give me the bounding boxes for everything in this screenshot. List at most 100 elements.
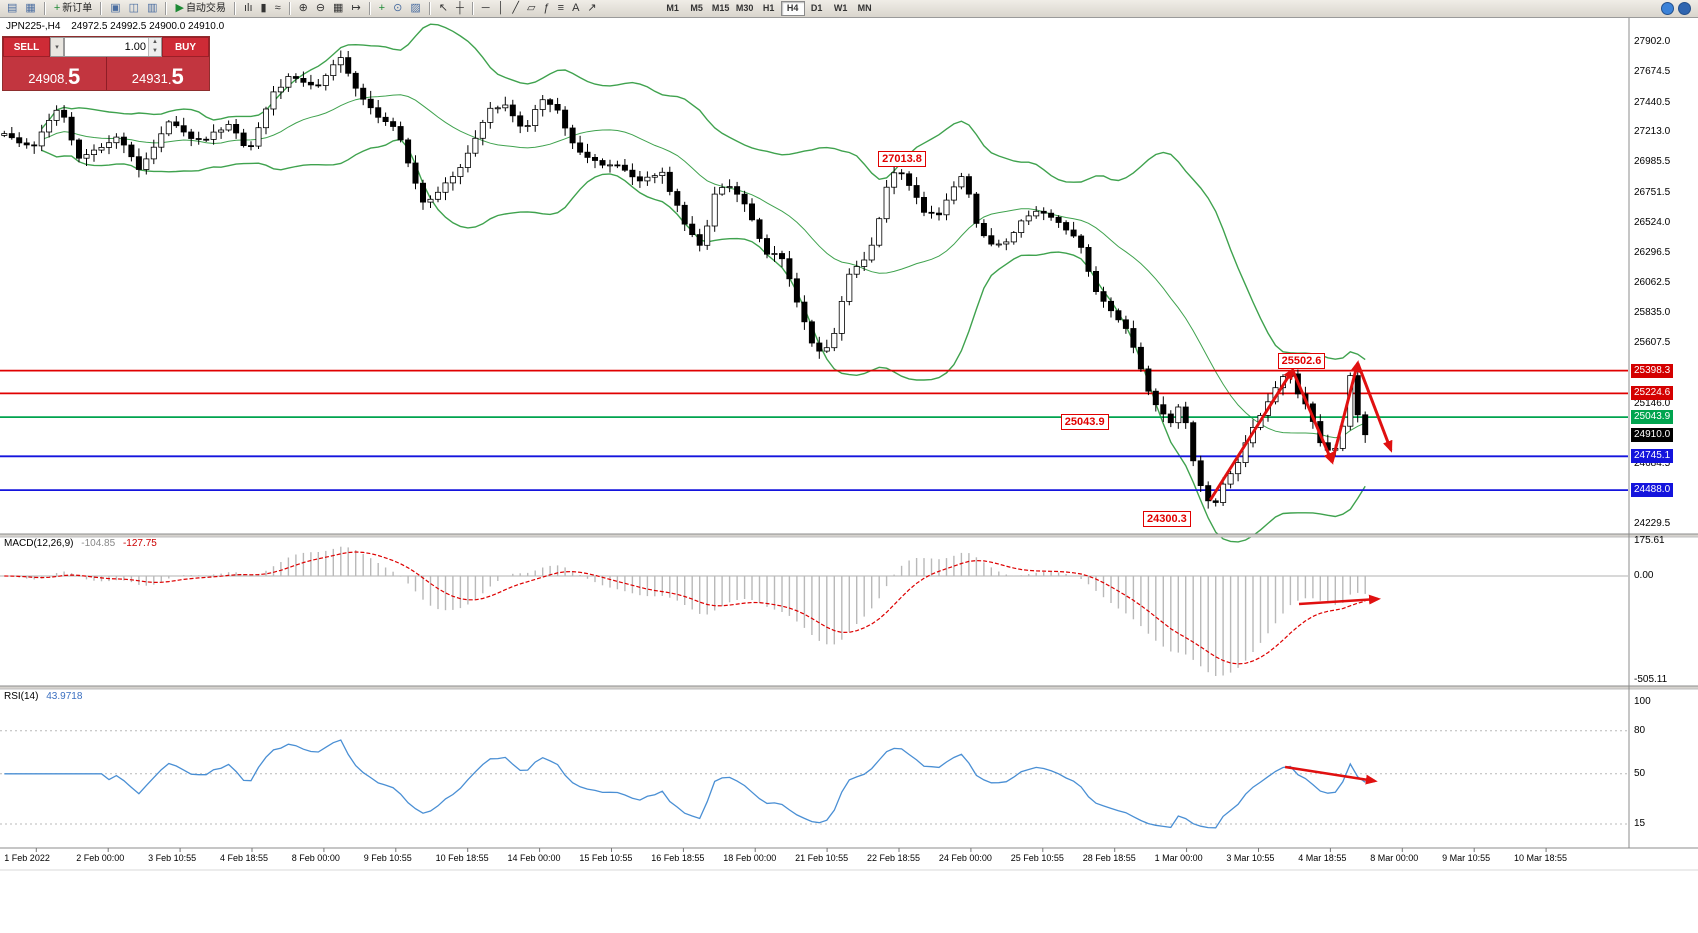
toolbar-separator bbox=[100, 2, 103, 15]
toolbar-button-templates[interactable]: ▨ bbox=[410, 2, 421, 14]
toolbar-button-bar-chart-mode[interactable]: ılı bbox=[243, 2, 253, 14]
toolbar-button-line-chart-mode[interactable]: ≈ bbox=[274, 2, 281, 14]
toolbar-button-zoom-in[interactable]: ⊕ bbox=[298, 2, 308, 14]
timeframe-button-W1[interactable]: W1 bbox=[833, 3, 848, 13]
toolbar-button-crosshair[interactable]: ┼ bbox=[455, 2, 464, 14]
toolbar-button-data-window[interactable]: ◫ bbox=[128, 2, 140, 14]
price-callout: 27013.8 bbox=[878, 151, 926, 167]
macd-histogram-layer bbox=[11, 546, 1366, 676]
sell-price[interactable]: 24908. 5 bbox=[28, 64, 81, 89]
rsi-scale-label: 15 bbox=[1634, 818, 1646, 829]
trade-controls-row: SELL ▾ ▲ ▼ BUY bbox=[3, 37, 209, 57]
time-axis-label: 25 Feb 10:55 bbox=[1010, 853, 1064, 863]
sell-button[interactable]: SELL bbox=[3, 37, 50, 57]
price-axis-tick: 26985.5 bbox=[1634, 156, 1671, 168]
macd-main-value: -104.85 bbox=[81, 538, 116, 549]
bollinger-bands-layer bbox=[41, 23, 1366, 543]
toolbar-button-chart-shift[interactable]: ↦ bbox=[351, 2, 361, 14]
toolbar-button-periods[interactable]: ⊙ bbox=[393, 2, 403, 14]
volume-dropdown-icon[interactable]: ▾ bbox=[50, 37, 64, 57]
toolbar-button-new-order[interactable]: + 新订单 bbox=[53, 2, 93, 14]
volume-input[interactable] bbox=[65, 38, 148, 56]
toolbar-button-zoom-out[interactable]: ⊖ bbox=[315, 2, 326, 14]
toolbar-separator bbox=[43, 2, 46, 15]
price-axis-tick: 26296.5 bbox=[1634, 246, 1671, 258]
toolbar-button-auto-scroll[interactable]: ▦ bbox=[333, 2, 344, 14]
timeframe-button-D1[interactable]: D1 bbox=[810, 3, 823, 13]
toolbar-button-fibonacci[interactable]: ƒ bbox=[543, 2, 550, 14]
volume-increase-button[interactable]: ▲ bbox=[149, 38, 161, 47]
time-axis-label: 28 Feb 18:55 bbox=[1082, 853, 1136, 863]
timeframe-button-MN[interactable]: MN bbox=[857, 3, 872, 13]
price-axis-tick: 25146.0 bbox=[1634, 397, 1671, 409]
toolbar-button-chart-profiles[interactable]: ▦ bbox=[25, 2, 36, 14]
toolbar-button-cursor[interactable]: ↖ bbox=[438, 2, 448, 14]
trade-prices-row: 24908. 5 24931. 5 bbox=[3, 57, 209, 90]
toolbar-button-navigator[interactable]: ▥ bbox=[147, 2, 158, 14]
time-axis-label: 22 Feb 18:55 bbox=[867, 853, 921, 863]
symbol-period-label: JPN225-,H4 bbox=[6, 21, 61, 32]
time-axis-label: 1 Mar 00:00 bbox=[1154, 853, 1203, 863]
timeframe-button-M30[interactable]: M30 bbox=[735, 3, 754, 13]
timeframe-button-H1[interactable]: H1 bbox=[762, 3, 775, 13]
toolbar-separator bbox=[368, 2, 371, 15]
timeframe-button-M5[interactable]: M5 bbox=[690, 3, 703, 13]
toolbar-button-shapes[interactable]: ≡ bbox=[557, 2, 565, 14]
buy-button[interactable]: BUY bbox=[162, 37, 209, 57]
rsi-arrow bbox=[1284, 765, 1378, 785]
rsi-value: 43.9718 bbox=[46, 691, 83, 702]
toolbar-button-horizontal-line[interactable]: ─ bbox=[481, 2, 490, 14]
price-axis[interactable]: 27902.0 27674.5 27440.5 27213.0 26985.5 26751… bbox=[1630, 0, 1698, 933]
help-icon[interactable] bbox=[1678, 2, 1691, 15]
price-axis-tick: 27902.0 bbox=[1634, 36, 1671, 47]
price-tag: 24745.1 bbox=[1631, 449, 1674, 464]
time-axis[interactable]: 1 Feb 2022 2 Feb 00:00 3 Feb 10:55 4 Feb 18… bbox=[0, 849, 1628, 870]
price-axis-tick: 25835.0 bbox=[1634, 307, 1671, 319]
price-tag: 24488.0 bbox=[1631, 483, 1674, 498]
time-axis-label: 10 Feb 18:55 bbox=[435, 853, 489, 863]
macd-scale-label: 0.00 bbox=[1634, 570, 1654, 581]
time-axis-label: 3 Feb 10:55 bbox=[148, 853, 197, 863]
toolbar-button-arrows-tool[interactable]: ↗ bbox=[587, 2, 597, 14]
price-tag: 24910.0 bbox=[1631, 427, 1674, 442]
time-axis-label: 3 Mar 10:55 bbox=[1226, 853, 1275, 863]
toolbar-separator bbox=[471, 2, 474, 15]
price-callout: 25043.9 bbox=[1060, 414, 1109, 430]
price-axis-tick: 27440.5 bbox=[1634, 96, 1671, 108]
rsi-scale-label: 100 bbox=[1634, 696, 1651, 707]
panel-separators[interactable] bbox=[0, 18, 1698, 871]
trend-arrows-layer bbox=[1209, 360, 1393, 501]
time-axis-label: 8 Mar 00:00 bbox=[1370, 853, 1419, 863]
time-axis-label: 14 Feb 00:00 bbox=[507, 853, 561, 863]
price-tag: 25224.6 bbox=[1631, 386, 1674, 401]
community-icon[interactable] bbox=[1661, 2, 1674, 15]
toolbar-button-auto-trading[interactable]: ▶ 自动交易 bbox=[175, 2, 226, 14]
macd-arrow bbox=[1298, 594, 1381, 606]
toolbar-button-candlestick-mode[interactable]: ▮ bbox=[260, 2, 267, 14]
toolbar-button-channel[interactable]: ▱ bbox=[527, 2, 536, 14]
volume-decrease-button[interactable]: ▼ bbox=[149, 47, 161, 56]
toolbar-button-indicators[interactable]: + bbox=[378, 2, 386, 14]
toolbar-button-vertical-line[interactable]: │ bbox=[497, 2, 505, 14]
toolbar-right-icons bbox=[1661, 2, 1695, 15]
timeframe-button-H4[interactable]: H4 bbox=[780, 1, 805, 16]
toolbar-button-trendline[interactable]: ╱ bbox=[512, 2, 520, 14]
macd-signal-value: -127.75 bbox=[122, 538, 157, 549]
time-axis-label: 4 Mar 18:55 bbox=[1298, 853, 1347, 863]
timeframe-button-M15[interactable]: M15 bbox=[711, 3, 730, 13]
toolbar-separator bbox=[428, 2, 431, 15]
toolbar-button-market-watch[interactable]: ▣ bbox=[110, 2, 121, 14]
time-axis-label: 24 Feb 00:00 bbox=[938, 853, 992, 863]
price-tag: 25398.3 bbox=[1631, 363, 1674, 378]
toolbar-label-new-order: 新订单 bbox=[62, 3, 93, 14]
time-axis-label: 2 Feb 00:00 bbox=[76, 853, 125, 863]
candles-layer bbox=[1, 50, 1369, 509]
buy-price[interactable]: 24931. 5 bbox=[105, 57, 210, 90]
toolbar-button-new-chart[interactable]: ▤ bbox=[7, 2, 18, 14]
macd-signal-line bbox=[4, 551, 1366, 665]
rsi-label: RSI(14) 43.9718 bbox=[4, 691, 87, 702]
timeframe-button-M1[interactable]: M1 bbox=[666, 3, 679, 13]
toolbar-button-text[interactable]: A bbox=[572, 2, 580, 14]
